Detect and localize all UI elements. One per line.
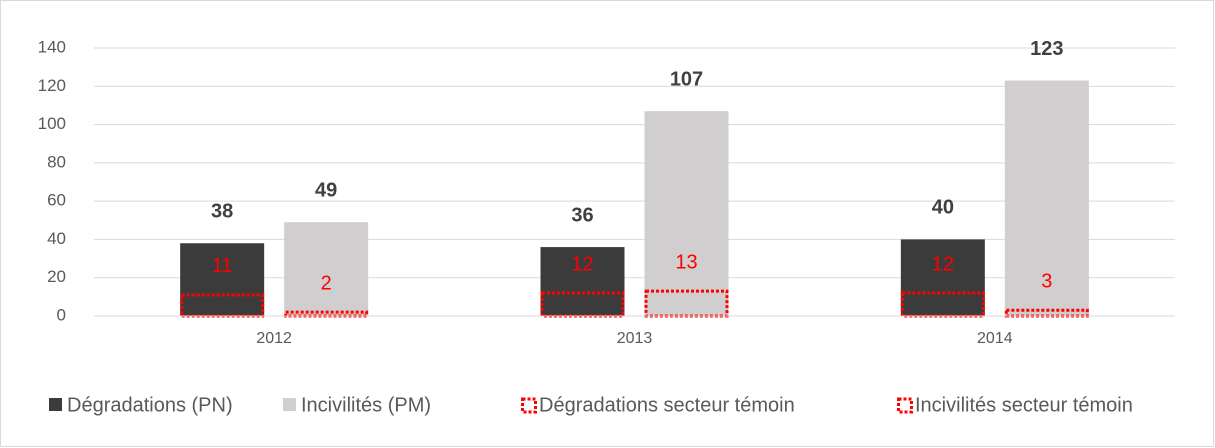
y-tick-label: 0: [57, 305, 66, 324]
data-label: 49: [315, 179, 337, 201]
legend-swatch: [49, 398, 62, 411]
legend-label: Dégradations secteur témoin: [539, 394, 795, 416]
bar: [644, 111, 729, 317]
bar: [540, 247, 625, 316]
legend-label: Incivilités secteur témoin: [915, 394, 1133, 416]
data-label: 11: [212, 255, 233, 277]
outline-bar: [540, 291, 625, 318]
data-label: 36: [571, 204, 593, 226]
legend-swatch: [897, 397, 913, 414]
data-label: 38: [211, 201, 233, 223]
data-label: 3: [1041, 271, 1052, 293]
y-tick-label: 80: [47, 152, 66, 171]
bar: [1004, 80, 1089, 317]
legend-swatch: [283, 398, 296, 411]
legend-label: Dégradations (PN): [67, 394, 233, 416]
data-label: 13: [675, 251, 697, 273]
x-tick-label: 2014: [977, 330, 1013, 347]
data-label: 12: [571, 253, 593, 275]
y-tick-label: 120: [38, 76, 66, 95]
bar: [900, 239, 985, 316]
data-label: 2: [321, 272, 332, 294]
legend-label: Incivilités (PM): [301, 394, 431, 416]
y-tick-label: 140: [38, 37, 66, 56]
x-tick-label: 2012: [256, 330, 292, 347]
outline-bar: [900, 291, 985, 318]
y-tick-label: 100: [38, 114, 66, 133]
x-tick-label: 2013: [617, 330, 653, 347]
data-label: 107: [670, 68, 703, 90]
data-label: 123: [1030, 38, 1063, 60]
legend-swatch: [521, 397, 537, 414]
y-tick-label: 60: [47, 191, 66, 210]
y-tick-label: 20: [47, 267, 66, 286]
y-tick-label: 40: [47, 229, 66, 248]
data-label: 12: [932, 253, 954, 275]
bar: [284, 222, 369, 316]
bar: [180, 243, 265, 316]
data-label: 40: [932, 197, 954, 219]
